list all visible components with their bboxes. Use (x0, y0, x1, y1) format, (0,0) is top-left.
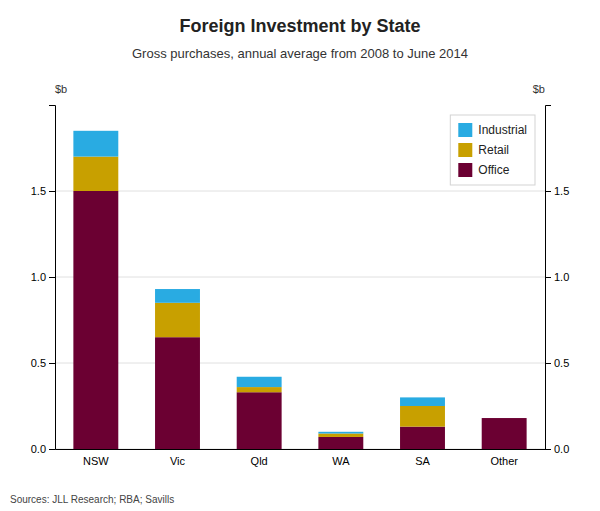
bar (400, 406, 445, 427)
tick-mark (49, 363, 55, 364)
tick-label: 1.0 (554, 271, 569, 283)
grid-line (55, 191, 545, 192)
legend-box (450, 115, 535, 185)
legend-label: Retail (478, 143, 509, 157)
x-axis: NSW Vic Qld WA SA Other (56, 449, 546, 467)
axis-line (56, 449, 546, 450)
bar (155, 289, 200, 303)
grid-line (55, 449, 545, 450)
x-tick: SA (415, 449, 430, 467)
bar (73, 157, 118, 191)
title: Foreign Investment by State (179, 16, 420, 36)
y2-axis: 0.0 0.5 1.0 1.5 (545, 106, 569, 456)
plot: 0.0 0.5 1.0 1.5 0.0 0.5 1.0 1.5 NSW Vic Qld WA SA Oth… (31, 106, 570, 467)
bar-series (73, 131, 445, 434)
tick-label: Vic (170, 455, 186, 467)
legend-swatch (458, 143, 472, 157)
tick-mark (545, 449, 551, 450)
tick-mark (545, 277, 551, 278)
bar (400, 397, 445, 406)
tick-label: 0.5 (554, 357, 569, 369)
legend-label: Office (478, 163, 509, 177)
bar (318, 437, 363, 449)
tick-label: Other (490, 455, 518, 467)
bar (318, 434, 363, 437)
bar (73, 191, 118, 449)
bar (482, 418, 527, 449)
legend-item: Office (458, 163, 509, 177)
y-tick: 1.0 (31, 271, 55, 283)
y2-axis-label: $b (533, 83, 545, 95)
legend-swatch (458, 163, 472, 177)
bar (155, 303, 200, 337)
bar (237, 392, 282, 449)
tick-mark (49, 191, 55, 192)
chart: Foreign Investment by State Gross purchas… (0, 0, 600, 511)
x-tick: Other (490, 449, 518, 467)
tick-label: 0.0 (31, 443, 46, 455)
tick-label: WA (332, 455, 350, 467)
tick-label: 1.0 (31, 271, 46, 283)
tick-label: SA (415, 455, 430, 467)
bar (155, 337, 200, 449)
tick-label: 0.5 (31, 357, 46, 369)
y2-tick: 0.0 (545, 443, 569, 455)
tick-mark (49, 277, 55, 278)
tick-label: 1.5 (554, 185, 569, 197)
x-tick: Vic (170, 449, 186, 467)
tick-mark (49, 449, 55, 450)
legend-item: Retail (458, 143, 509, 157)
subtitle: Gross purchases, annual average from 200… (132, 46, 468, 61)
bar (237, 387, 282, 392)
bar (318, 432, 363, 434)
y2-tick: 1.5 (545, 185, 569, 197)
bar (73, 131, 118, 157)
legend-item: Industrial (458, 123, 527, 137)
bar (237, 377, 282, 387)
x-tick: WA (332, 449, 350, 467)
grid (55, 191, 545, 449)
tick-label: Qld (251, 455, 268, 467)
y-axis-label: $b (55, 83, 67, 95)
bar (400, 427, 445, 449)
tick-label: 1.5 (31, 185, 46, 197)
tick-label: 0.0 (554, 443, 569, 455)
y2-tick: 1.0 (545, 271, 569, 283)
legend: Industrial Retail Office (450, 115, 535, 185)
y-tick: 0.5 (31, 357, 55, 369)
tick-label: NSW (83, 455, 109, 467)
y-tick: 0.0 (31, 443, 55, 455)
y2-tick: 0.5 (545, 357, 569, 369)
grid-line (55, 277, 545, 278)
grid-line (55, 363, 545, 364)
bar (482, 418, 527, 419)
y-tick: 1.5 (31, 185, 55, 197)
bar-series (73, 157, 445, 437)
axis-line (49, 106, 56, 450)
legend-label: Industrial (478, 123, 527, 137)
bar-series (73, 191, 526, 449)
axis-line (546, 106, 552, 450)
x-tick: NSW (83, 449, 109, 467)
tick-mark (545, 363, 551, 364)
source: Sources: JLL Research; RBA; Savills (10, 494, 174, 505)
y-axis: 0.0 0.5 1.0 1.5 (31, 106, 56, 456)
bar (482, 418, 527, 419)
tick-mark (545, 191, 551, 192)
x-tick: Qld (251, 449, 268, 467)
legend-swatch (458, 123, 472, 137)
